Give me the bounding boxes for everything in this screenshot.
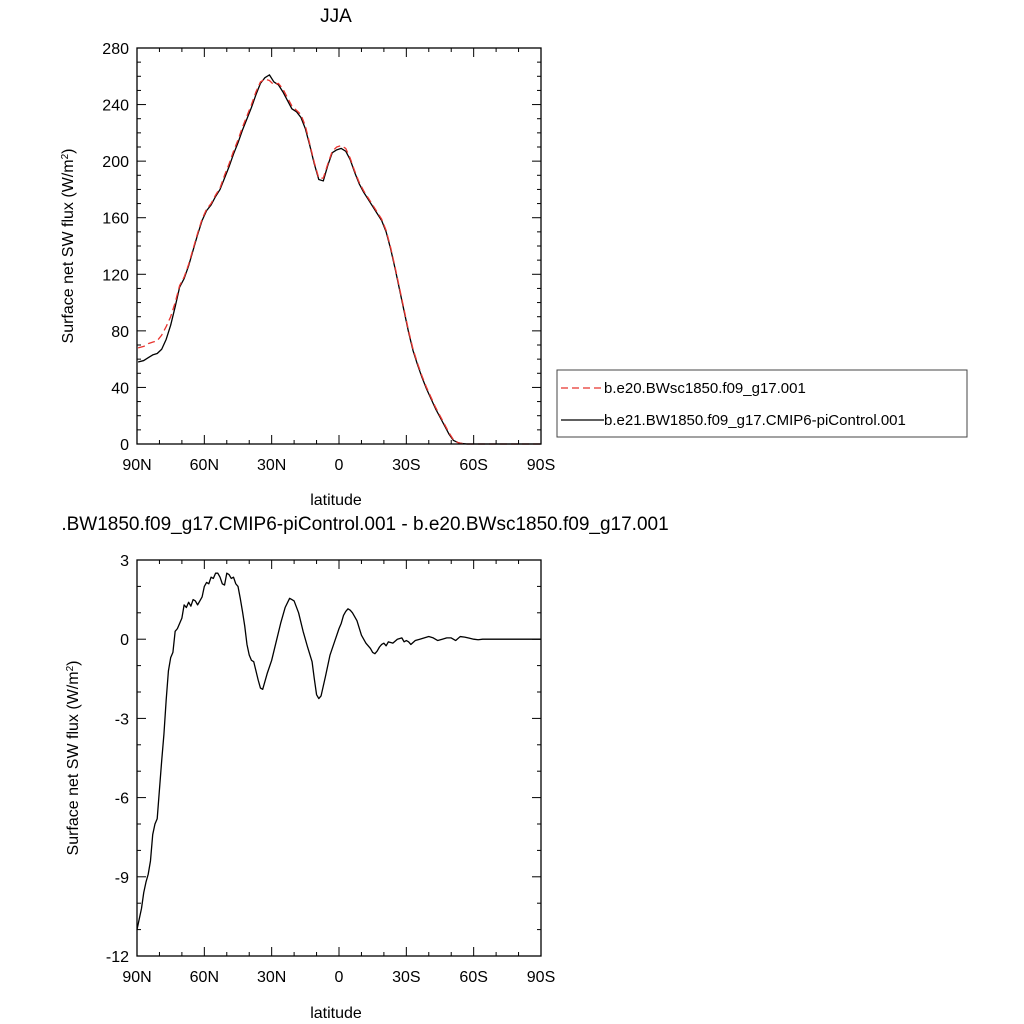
top-xtick-label: 90N — [122, 457, 151, 474]
top-xtick-label: 90S — [527, 457, 555, 474]
bottom-xtick-label: 60N — [190, 969, 219, 986]
bottom-ytick-label: -9 — [115, 870, 129, 887]
top-xtick-label: 60S — [459, 457, 487, 474]
bottom-ytick-label: -3 — [115, 711, 129, 728]
bottom-panel-ylabel: Surface net SW flux (W/m2) — [65, 661, 83, 856]
bottom-panel-title: .BW1850.f09_g17.CMIP6-piControl.001 - b.… — [61, 514, 668, 535]
bottom-xtick-label: 30N — [257, 969, 286, 986]
bottom-ytick-label: -6 — [115, 791, 129, 808]
top-xtick-label: 30N — [257, 457, 286, 474]
bottom-panel-ticks: 90N 60N 30N 0 30S 60S 90S -12 -9 -6 -3 0 3 — [106, 553, 555, 986]
top-xtick-label: 30S — [392, 457, 420, 474]
top-panel-curves — [137, 74, 541, 445]
legend: b.e20.BWsc1850.f09_g17.001 b.e21.BW1850.… — [556, 369, 968, 438]
top-xtick-label: 60N — [190, 457, 219, 474]
top-ytick-label: 40 — [111, 380, 129, 397]
top-xtick-label: 0 — [335, 457, 344, 474]
top-panel-ylabel: Surface net SW flux (W/m2) — [60, 149, 78, 344]
bottom-xtick-label: 30S — [392, 969, 420, 986]
bottom-ytick-label: -12 — [106, 949, 129, 966]
bottom-ytick-label: 3 — [120, 553, 129, 570]
top-panel-ticks: 90N 60N 30N 0 30S 60S 90S 0 40 80 120 160 200 240 280 — [102, 41, 555, 474]
bottom-xtick-label: 60S — [459, 969, 487, 986]
top-panel: JJA 90N 60N 30N 0 30S 60S 90S 0 40 80 120 160 200 240… — [60, 6, 556, 509]
bottom-panel-xlabel: latitude — [310, 1005, 362, 1022]
top-series-line-1 — [137, 78, 541, 445]
bottom-panel-curves — [136, 572, 541, 930]
legend-label-series-2: b.e21.BW1850.f09_g17.CMIP6-piControl.001 — [604, 412, 906, 429]
top-ytick-label: 240 — [102, 98, 129, 115]
bottom-xtick-label: 90S — [527, 969, 555, 986]
top-ytick-label: 0 — [120, 437, 129, 454]
legend-box — [556, 369, 968, 438]
top-panel-xlabel: latitude — [310, 492, 362, 509]
bottom-xtick-label: 90N — [122, 969, 151, 986]
bottom-ytick-label: 0 — [120, 632, 129, 649]
bottom-series-line-1 — [136, 572, 541, 930]
top-panel-frame — [136, 47, 542, 445]
top-series-line-2 — [137, 74, 541, 445]
bottom-xtick-label: 0 — [335, 969, 344, 986]
bottom-panel-frame — [136, 559, 542, 957]
top-ytick-label: 80 — [111, 324, 129, 341]
top-ytick-label: 280 — [102, 41, 129, 58]
top-ytick-label: 120 — [102, 267, 129, 284]
bottom-panel: .BW1850.f09_g17.CMIP6-piControl.001 - b.… — [61, 514, 668, 1022]
legend-label-series-1: b.e20.BWsc1850.f09_g17.001 — [604, 380, 806, 397]
top-panel-title: JJA — [320, 6, 352, 27]
top-ytick-label: 200 — [102, 154, 129, 171]
top-ytick-label: 160 — [102, 211, 129, 228]
